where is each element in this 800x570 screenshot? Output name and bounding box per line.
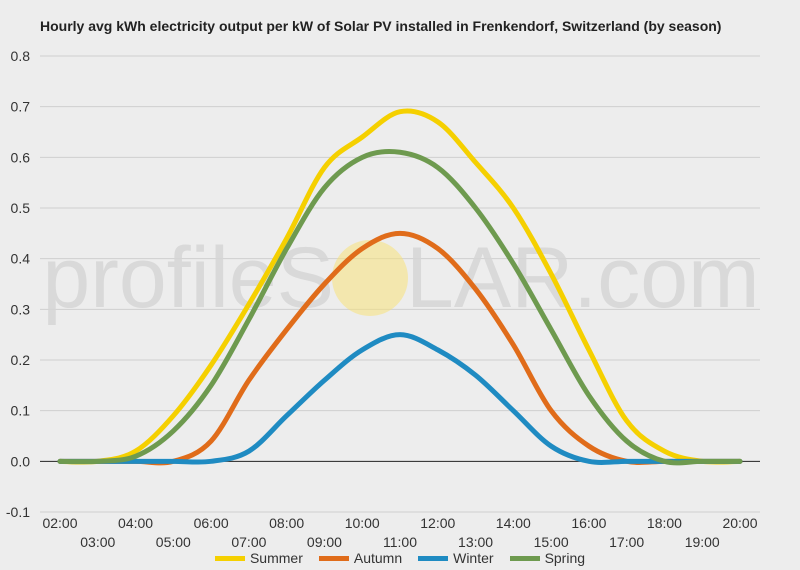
x-tick-label: 15:00 bbox=[534, 534, 569, 550]
y-tick-label: 0.2 bbox=[11, 352, 31, 368]
x-axis: 02:0003:0004:0005:0006:0007:0008:0009:00… bbox=[42, 515, 757, 550]
series-line-summer bbox=[57, 108, 743, 465]
x-tick-label: 19:00 bbox=[685, 534, 720, 550]
x-tick-label: 07:00 bbox=[231, 534, 266, 550]
y-tick-label: 0.7 bbox=[11, 99, 31, 115]
x-tick-label: 03:00 bbox=[80, 534, 115, 550]
y-tick-label: 0.5 bbox=[11, 200, 31, 216]
legend: Summer Autumn Winter Spring bbox=[0, 549, 800, 567]
series-line-winter bbox=[57, 332, 743, 465]
y-tick-label: 0.0 bbox=[11, 453, 31, 469]
chart-title: Hourly avg kWh electricity output per kW… bbox=[40, 18, 722, 34]
watermark: profileS LAR.com bbox=[42, 230, 759, 326]
x-tick-label: 14:00 bbox=[496, 515, 531, 531]
legend-swatch bbox=[509, 555, 540, 561]
legend-item-spring[interactable]: Spring bbox=[509, 549, 586, 567]
legend-label: Summer bbox=[249, 550, 303, 566]
legend-item-autumn[interactable]: Autumn bbox=[318, 549, 403, 567]
x-tick-label: 06:00 bbox=[194, 515, 229, 531]
legend-swatch bbox=[214, 555, 245, 561]
x-tick-label: 05:00 bbox=[156, 534, 191, 550]
x-tick-label: 12:00 bbox=[420, 515, 455, 531]
y-tick-label: 0.6 bbox=[11, 149, 31, 165]
y-tick-label: 0.4 bbox=[11, 251, 31, 267]
y-tick-label: -0.1 bbox=[6, 504, 30, 520]
gridlines bbox=[40, 55, 760, 513]
x-tick-label: 10:00 bbox=[345, 515, 380, 531]
x-tick-label: 18:00 bbox=[647, 515, 682, 531]
watermark-text-right: LAR.com bbox=[406, 230, 760, 326]
series-lines bbox=[57, 108, 743, 466]
x-tick-label: 17:00 bbox=[609, 534, 644, 550]
x-tick-label: 13:00 bbox=[458, 534, 493, 550]
watermark-sun-icon bbox=[332, 240, 408, 316]
y-tick-label: 0.3 bbox=[11, 301, 31, 317]
x-tick-label: 20:00 bbox=[722, 515, 757, 531]
y-axis: -0.1 0.0 0.1 0.2 0.3 0.4 0.5 0.6 0.7 0.8 bbox=[6, 48, 30, 520]
legend-swatch bbox=[318, 555, 349, 561]
y-tick-label: 0.8 bbox=[11, 48, 31, 64]
y-tick-label: 0.1 bbox=[11, 403, 31, 419]
legend-swatch bbox=[418, 555, 449, 561]
legend-item-winter[interactable]: Winter bbox=[418, 549, 494, 567]
x-tick-label: 04:00 bbox=[118, 515, 153, 531]
legend-label: Spring bbox=[544, 550, 586, 566]
x-tick-label: 16:00 bbox=[571, 515, 606, 531]
legend-label: Autumn bbox=[353, 550, 403, 566]
x-tick-label: 08:00 bbox=[269, 515, 304, 531]
x-tick-label: 11:00 bbox=[383, 534, 417, 550]
x-tick-label: 09:00 bbox=[307, 534, 342, 550]
legend-item-summer[interactable]: Summer bbox=[214, 549, 303, 567]
x-tick-label: 02:00 bbox=[42, 515, 77, 531]
legend-label: Winter bbox=[453, 550, 494, 566]
series-line-spring bbox=[57, 149, 743, 466]
